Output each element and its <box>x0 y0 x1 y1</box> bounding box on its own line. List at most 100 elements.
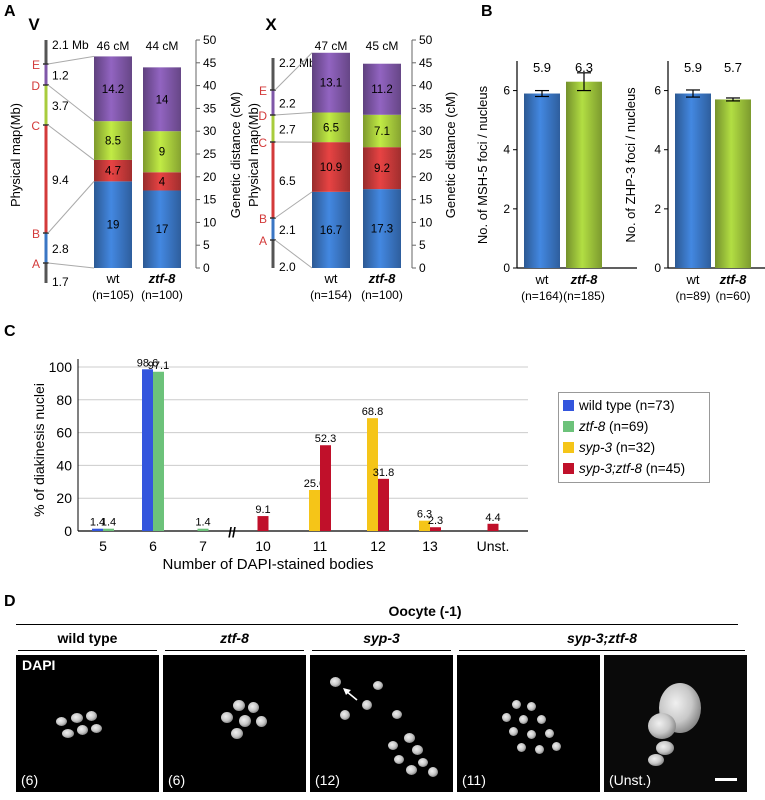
genotype-label-syp-3-ztf-8: syp-3;ztf-8 <box>566 630 637 646</box>
c-bar-value-label: 97.1 <box>148 360 169 372</box>
genetic-axis-tick-label: 5 <box>419 238 426 252</box>
stacked-bar-segment <box>363 189 401 268</box>
c-bar-value-label: 68.8 <box>362 406 383 418</box>
legend-n: (n=32) <box>612 440 656 455</box>
segment-value-label: 17.3 <box>371 224 393 236</box>
stacked-bar-segment <box>312 142 350 192</box>
nucleus <box>330 677 341 687</box>
total-cm-label: 45 cM <box>366 39 399 53</box>
chart-c-legend: wild type (n=73) ztf-8 (n=69) syp-3 (n=3… <box>558 392 710 483</box>
category-label: ztf-8 <box>719 272 747 287</box>
c-bar <box>257 516 269 531</box>
total-cm-label: 44 cM <box>146 39 179 53</box>
legend-item: wild type (n=73) <box>559 395 709 416</box>
legend-name: syp-3;ztf-8 <box>579 461 643 476</box>
nucleus <box>502 713 511 722</box>
nucleus <box>428 767 438 777</box>
nucleus <box>519 715 528 724</box>
genetic-axis-tick-label: 30 <box>419 124 433 138</box>
interval-label: 9.4 <box>52 173 69 187</box>
c-bar-value-label: 25.0 <box>304 478 325 490</box>
oocyte-title: Oocyte (-1) <box>388 603 462 619</box>
nucleus <box>517 743 526 752</box>
body-count: (Unst.) <box>609 772 651 788</box>
b-axis-tick-label: 4 <box>503 143 510 157</box>
nucleus <box>233 700 245 711</box>
b-axis-label: No. of ZHP-3 foci / nucleus <box>623 87 638 243</box>
segment-value-label: 4.7 <box>105 166 121 178</box>
physical-map-axis-label: Physical map(Mb) <box>246 103 261 207</box>
dapi-label: DAPI <box>22 657 56 673</box>
c-bar-value-label: 6.3 <box>417 509 432 521</box>
c-axis-tick-label: 80 <box>56 392 72 408</box>
segment-value-label: 7.1 <box>374 126 390 138</box>
c-axis-label: % of diakinesis nuclei <box>31 383 47 517</box>
nucleus <box>512 700 521 709</box>
genetic-axis-tick-label: 50 <box>419 33 433 47</box>
c-axis-tick-label: 100 <box>49 359 73 375</box>
c-bar <box>153 371 164 531</box>
marker-label: E <box>32 58 40 72</box>
c-bar-value-label: 1.4 <box>195 517 210 529</box>
c-axis-tick-label: 20 <box>56 490 72 506</box>
interval-label: 6.5 <box>279 174 296 188</box>
legend-item: syp-3 (n=32) <box>559 437 709 458</box>
bar-value-label: 5.7 <box>724 60 742 75</box>
segment-value-label: 4 <box>159 176 166 188</box>
genetic-axis-label: Genetic distance (cM) <box>228 92 243 218</box>
category-label: wt <box>324 271 338 286</box>
chromosome-label: V <box>28 15 40 34</box>
bar-value-label: 6.3 <box>575 60 593 75</box>
legend-n: (n=45) <box>642 461 686 476</box>
b-axis-tick-label: 0 <box>654 261 661 275</box>
c-category-label: 12 <box>370 538 386 554</box>
connector-line <box>47 55 95 65</box>
marker-label: B <box>32 227 40 241</box>
nucleus <box>394 755 404 764</box>
stacked-bar-segment <box>94 181 132 268</box>
panel-letter-d: D <box>4 593 16 610</box>
marker-label: C <box>258 136 267 150</box>
foci-bar <box>675 93 711 269</box>
genotype-label-wild-type: wild type <box>57 630 118 646</box>
c-category-label: 11 <box>313 538 328 554</box>
genetic-axis-tick-label: 0 <box>419 261 426 275</box>
c-bar <box>142 369 153 531</box>
panel-letter-b: B <box>481 3 493 20</box>
genetic-axis-tick-label: 20 <box>203 170 217 184</box>
genetic-axis-tick-label: 10 <box>203 215 217 229</box>
legend-swatch <box>563 463 574 474</box>
segment-value-label: 10.9 <box>320 162 342 174</box>
c-axis-tick-label: 60 <box>56 425 72 441</box>
category-label: ztf-8 <box>148 271 176 286</box>
stacked-bar-segment <box>143 131 181 173</box>
nucleus <box>527 730 536 739</box>
genetic-axis-tick-label: 30 <box>203 124 217 138</box>
category-label: ztf-8 <box>368 271 396 286</box>
nucleus <box>373 681 383 690</box>
c-x-axis-label: Number of DAPI-stained bodies <box>163 556 374 573</box>
b-axis-tick-label: 2 <box>654 202 661 216</box>
c-bar <box>309 490 320 531</box>
n-label: (n=60) <box>715 289 750 303</box>
connector-line <box>47 262 95 269</box>
nucleus <box>535 745 544 754</box>
nucleus <box>388 741 398 750</box>
c-bar <box>103 528 114 531</box>
micrograph-syp-3-ztf-8-unstructured: (Unst.) <box>604 655 747 792</box>
c-bar <box>419 520 430 531</box>
interval-label: 2.0 <box>279 260 296 274</box>
genetic-axis-tick-label: 20 <box>419 170 433 184</box>
nucleus <box>527 702 536 711</box>
marker-label: D <box>258 109 267 123</box>
b-axis-tick-label: 0 <box>503 261 510 275</box>
genetic-axis-tick-label: 5 <box>203 238 210 252</box>
stacked-bar-segment <box>312 112 350 143</box>
c-bar-value-label: 4.4 <box>485 512 500 524</box>
nucleus-mass <box>648 713 676 739</box>
c-category-label: Unst. <box>477 538 510 554</box>
genetic-axis-tick-label: 15 <box>203 193 217 207</box>
c-bar <box>378 478 389 531</box>
connector-line <box>274 112 313 116</box>
